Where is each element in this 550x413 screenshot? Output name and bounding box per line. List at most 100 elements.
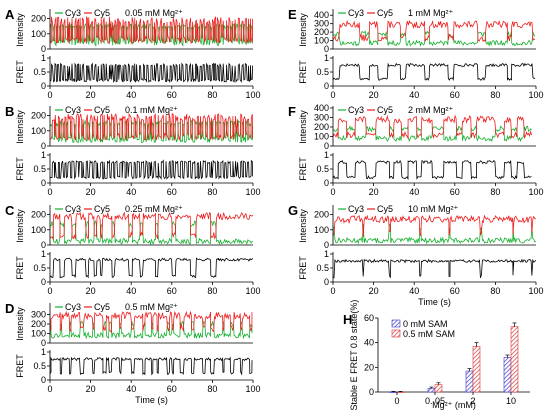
cy3-trace — [332, 125, 532, 143]
xtick-label: 80 — [490, 90, 500, 100]
xtick-label: 100 — [245, 90, 260, 100]
bar — [465, 370, 474, 393]
fret-ytick-label: 0.5 — [316, 164, 329, 174]
xtick-label: 80 — [490, 286, 500, 296]
intensity-ytick-label: 0 — [41, 141, 46, 151]
fret-ytick-label: 1 — [41, 150, 46, 160]
fret-ytick-label: 0 — [41, 81, 46, 91]
legend: Cy3 Cy5 — [338, 204, 393, 214]
fret-ytick-label: 0 — [41, 375, 46, 385]
intensity-ytick-label: 300 — [314, 113, 329, 123]
intensity-ytick-label: 100 — [314, 36, 329, 46]
panel-e: E Cy3 Cy5 1 mM Mg²⁺0100200300400Intensity00… — [288, 7, 544, 100]
legend-cy5-label: Cy5 — [94, 204, 110, 214]
intensity-ytick-label: 100 — [31, 29, 46, 39]
bar-xtick-label: 0. 05 — [425, 396, 445, 406]
panel-h: H 0 20 40 60 0 0. 05 2 10 Mg²⁺ (mM) Stable E FRET … — [343, 300, 530, 410]
intensity-ytick-label: 0 — [324, 141, 329, 151]
bar — [396, 391, 405, 393]
legend: Cy3 Cy5 — [55, 105, 110, 115]
xtick-label: 80 — [207, 187, 217, 197]
bar-ytick-label: 20 — [364, 362, 374, 372]
intensity-ytick-label: 300 — [31, 310, 46, 320]
xtick-label: 20 — [369, 90, 379, 100]
intensity-ylabel: Intensity — [15, 209, 25, 243]
intensity-ytick-label: 200 — [31, 111, 46, 121]
xtick-label: 100 — [245, 187, 260, 197]
fret-trace — [332, 258, 537, 279]
bar — [503, 357, 512, 393]
panel-letter: A — [5, 7, 15, 22]
fret-trace — [49, 62, 253, 84]
panel-letter: B — [5, 104, 14, 119]
fret-ytick-label: 0 — [324, 178, 329, 188]
xtick-label: 40 — [126, 187, 136, 197]
condition-label: 1 mM Mg²⁺ — [408, 8, 454, 18]
legend-cy3-label: Cy3 — [348, 204, 364, 214]
xtick-label: 40 — [409, 286, 419, 296]
xtick-label: 100 — [528, 286, 543, 296]
cy5-trace — [49, 310, 253, 334]
legend-cy3-label: Cy3 — [348, 8, 364, 18]
xtick-label: 20 — [86, 90, 96, 100]
bar-legend-swatch — [391, 319, 401, 328]
legend-cy3-label: Cy3 — [65, 8, 81, 18]
intensity-ytick-label: 400 — [314, 10, 329, 20]
xtick-label: 20 — [86, 384, 96, 394]
intensity-ytick-label: 0 — [324, 240, 329, 250]
panel-letter: F — [288, 104, 296, 119]
xtick-label: 60 — [167, 187, 177, 197]
cy5-trace — [332, 114, 532, 140]
legend-cy3-label: Cy3 — [348, 105, 364, 115]
xtick-label: 60 — [167, 286, 177, 296]
fret-ytick-label: 0.5 — [33, 164, 46, 174]
fret-ylabel: FRET — [15, 60, 25, 84]
panel-letter: H — [343, 312, 352, 327]
cy3-trace — [49, 22, 253, 47]
fret-ytick-label: 0.5 — [316, 263, 329, 273]
condition-label: 0.5 mM Mg²⁺ — [125, 302, 178, 312]
fret-ytick-label: 1 — [324, 150, 329, 160]
fret-ytick-label: 1 — [324, 249, 329, 259]
cy5-trace — [49, 211, 254, 241]
xtick-label: 0 — [47, 384, 52, 394]
fret-ylabel: FRET — [298, 60, 308, 84]
intensity-ylabel: Intensity — [15, 13, 25, 47]
xtick-label: 0 — [47, 90, 52, 100]
fret-ylabel: FRET — [298, 256, 308, 280]
xtick-label: 40 — [126, 384, 136, 394]
panel-b: B Cy3 Cy5 0.1 mM Mg²⁺0100200Intensity00.51F… — [5, 104, 261, 197]
condition-label: 0.25 mM Mg²⁺ — [125, 204, 183, 214]
xtick-label: 40 — [126, 90, 136, 100]
intensity-ylabel: Intensity — [298, 110, 308, 144]
cy3-trace — [332, 30, 536, 48]
fret-trace — [49, 257, 254, 279]
bar-legend-swatch — [391, 329, 401, 338]
fret-ytick-label: 1 — [41, 53, 46, 63]
fret-ytick-label: 0.5 — [33, 361, 46, 371]
xtick-label: 60 — [450, 90, 460, 100]
intensity-ytick-label: 100 — [314, 132, 329, 142]
cy3-trace — [332, 223, 537, 245]
panel-a: A Cy3 Cy5 0.05 mM Mg²⁺0100200Intensity00.51… — [5, 7, 261, 100]
intensity-ylabel: Intensity — [15, 307, 25, 341]
condition-label: 10 mM Mg²⁺ — [408, 204, 459, 214]
intensity-ytick-label: 200 — [31, 319, 46, 329]
xtick-label: 60 — [167, 90, 177, 100]
fret-axis — [49, 252, 253, 283]
cy3-trace — [49, 220, 254, 246]
xtick-label: 40 — [409, 90, 419, 100]
fret-ytick-label: 0.5 — [33, 67, 46, 77]
intensity-ytick-label: 0 — [41, 44, 46, 54]
fret-ylabel: FRET — [15, 354, 25, 378]
bar-legend-label: 0 mM SAM — [403, 319, 448, 329]
bar — [389, 391, 398, 393]
time-xlabel: Time (s) — [135, 395, 168, 405]
fret-trace — [332, 62, 536, 82]
legend: Cy3 Cy5 — [338, 8, 393, 18]
xtick-label: 100 — [528, 187, 543, 197]
legend-cy3-label: Cy3 — [65, 105, 81, 115]
xtick-label: 100 — [245, 286, 260, 296]
fret-ytick-label: 1 — [324, 53, 329, 63]
legend-cy5-label: Cy5 — [94, 302, 110, 312]
